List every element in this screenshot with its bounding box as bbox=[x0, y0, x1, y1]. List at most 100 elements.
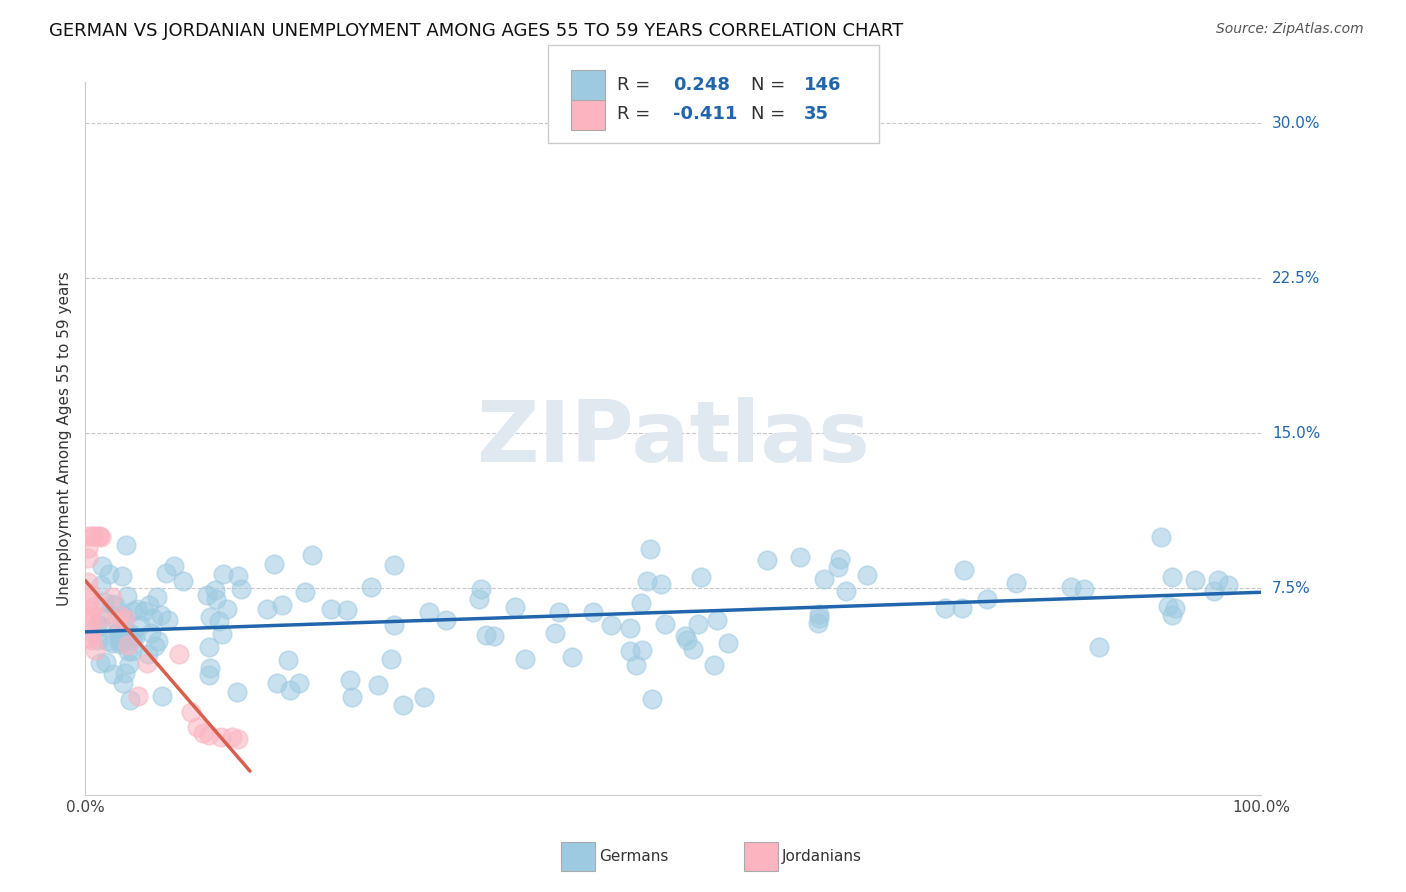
Point bbox=[856, 568, 879, 582]
Point bbox=[294, 584, 316, 599]
Point bbox=[271, 598, 294, 612]
Point bbox=[146, 590, 169, 604]
Point bbox=[163, 559, 186, 574]
Point bbox=[82, 529, 104, 543]
Point bbox=[80, 632, 103, 647]
Point bbox=[90, 530, 112, 544]
Point bbox=[76, 550, 98, 565]
Point bbox=[1149, 531, 1171, 545]
Point bbox=[107, 625, 129, 640]
Point bbox=[101, 590, 124, 604]
Point bbox=[828, 552, 851, 566]
Point bbox=[503, 599, 526, 614]
Point bbox=[87, 529, 110, 543]
Point bbox=[1004, 576, 1026, 591]
Point bbox=[834, 583, 856, 598]
Point bbox=[288, 676, 311, 690]
Text: ZIPatlas: ZIPatlas bbox=[477, 397, 870, 480]
Point bbox=[195, 588, 218, 602]
Point bbox=[1157, 599, 1180, 613]
Point bbox=[953, 563, 976, 577]
Point bbox=[475, 628, 498, 642]
Point bbox=[118, 657, 141, 671]
Point bbox=[482, 629, 505, 643]
Point bbox=[208, 614, 231, 628]
Point bbox=[121, 643, 143, 657]
Point bbox=[221, 730, 243, 744]
Point bbox=[515, 652, 537, 666]
Point bbox=[129, 618, 152, 632]
Point bbox=[117, 644, 139, 658]
Point bbox=[127, 602, 149, 616]
Point bbox=[108, 630, 131, 644]
Point bbox=[1160, 607, 1182, 622]
Point bbox=[301, 548, 323, 562]
Point bbox=[76, 529, 98, 543]
Point bbox=[1184, 573, 1206, 587]
Point bbox=[111, 607, 134, 622]
Text: 22.5%: 22.5% bbox=[1272, 270, 1320, 285]
Point bbox=[152, 689, 174, 703]
Point bbox=[382, 558, 405, 573]
Point bbox=[654, 617, 676, 632]
Point bbox=[976, 592, 998, 607]
Text: 0.248: 0.248 bbox=[673, 76, 731, 94]
Point bbox=[392, 698, 415, 712]
Point bbox=[121, 630, 143, 644]
Point bbox=[118, 626, 141, 640]
Point bbox=[79, 608, 101, 623]
Text: 7.5%: 7.5% bbox=[1272, 581, 1310, 596]
Text: Jordanians: Jordanians bbox=[782, 849, 862, 863]
Point bbox=[82, 614, 104, 628]
Point bbox=[226, 731, 249, 746]
Point bbox=[80, 624, 103, 639]
Point bbox=[204, 592, 226, 607]
Point bbox=[114, 666, 136, 681]
Point bbox=[124, 630, 146, 644]
Point bbox=[229, 582, 252, 596]
Text: N =: N = bbox=[751, 76, 790, 94]
Point bbox=[87, 632, 110, 647]
Point bbox=[89, 611, 111, 625]
Text: 146: 146 bbox=[804, 76, 842, 94]
Text: 15.0%: 15.0% bbox=[1272, 425, 1320, 441]
Point bbox=[79, 604, 101, 618]
Text: N =: N = bbox=[751, 105, 790, 123]
Point bbox=[1060, 580, 1083, 594]
Point bbox=[256, 601, 278, 615]
Point bbox=[1206, 573, 1229, 587]
Point bbox=[807, 616, 830, 631]
Point bbox=[139, 626, 162, 640]
Point bbox=[180, 705, 202, 719]
Point bbox=[413, 690, 436, 704]
Point bbox=[367, 678, 389, 692]
Point bbox=[197, 668, 219, 682]
Point bbox=[266, 675, 288, 690]
Point bbox=[76, 541, 98, 556]
Point bbox=[101, 636, 124, 650]
Point bbox=[135, 656, 157, 670]
Point bbox=[191, 725, 214, 739]
Point bbox=[827, 560, 849, 574]
Point bbox=[138, 598, 160, 612]
Point bbox=[382, 617, 405, 632]
Point bbox=[209, 730, 232, 744]
Point bbox=[155, 566, 177, 580]
Point bbox=[76, 575, 98, 590]
Point bbox=[650, 577, 672, 591]
Point bbox=[114, 612, 136, 626]
Point bbox=[278, 682, 301, 697]
Point bbox=[673, 630, 696, 644]
Point bbox=[1164, 601, 1187, 615]
Point bbox=[108, 637, 131, 651]
Point bbox=[198, 610, 221, 624]
Text: Source: ZipAtlas.com: Source: ZipAtlas.com bbox=[1216, 22, 1364, 37]
Point bbox=[82, 529, 104, 543]
Point bbox=[470, 582, 492, 597]
Point bbox=[619, 644, 641, 658]
Point bbox=[122, 604, 145, 618]
Point bbox=[225, 685, 247, 699]
Point bbox=[640, 692, 662, 706]
Point bbox=[136, 648, 159, 662]
Point bbox=[89, 656, 111, 670]
